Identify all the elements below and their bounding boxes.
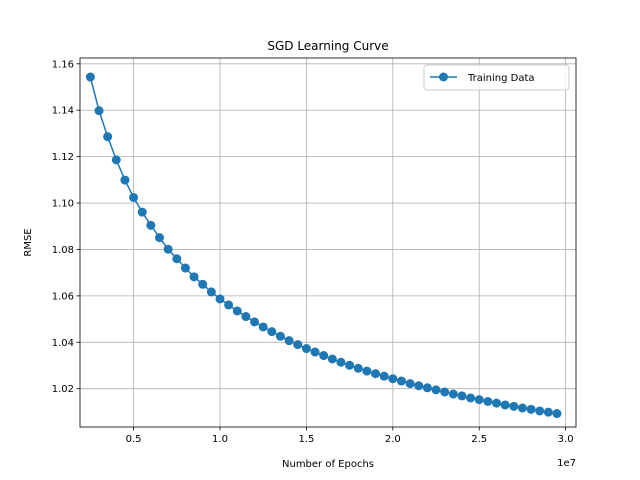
plot-frame	[79, 57, 577, 428]
data-point	[466, 393, 476, 403]
data-point	[103, 132, 113, 142]
data-point	[267, 327, 277, 337]
data-point	[509, 401, 519, 411]
series-layer	[85, 72, 562, 419]
data-point	[85, 72, 95, 82]
x-tick-label: 1.5	[298, 434, 314, 445]
data-point	[440, 387, 450, 397]
chart-title: SGD Learning Curve	[267, 39, 388, 53]
data-point	[232, 306, 242, 316]
data-point	[241, 312, 251, 322]
data-point	[526, 404, 536, 414]
y-tick-label: 1.06	[52, 291, 74, 302]
data-point	[258, 322, 268, 332]
y-tick-label: 1.16	[52, 59, 74, 70]
data-point	[146, 220, 156, 230]
data-point	[353, 363, 363, 373]
data-point	[293, 340, 303, 350]
data-point	[535, 406, 545, 416]
data-point	[206, 287, 216, 297]
data-point	[163, 244, 173, 254]
data-point	[345, 360, 355, 370]
data-point	[474, 395, 484, 405]
data-point	[111, 155, 121, 165]
data-point	[301, 344, 311, 354]
y-tick-label: 1.12	[52, 152, 74, 163]
data-point	[250, 317, 260, 327]
data-point	[137, 207, 147, 217]
data-point	[215, 294, 225, 304]
data-point	[362, 366, 372, 376]
x-axis-label: Number of Epochs	[282, 459, 374, 470]
data-point	[492, 398, 501, 408]
data-point	[379, 371, 389, 381]
data-point	[405, 379, 415, 389]
data-point	[224, 300, 234, 310]
data-point	[172, 254, 182, 264]
legend-label-training-data: Training Data	[467, 73, 535, 84]
data-point	[189, 272, 199, 282]
data-point	[120, 175, 130, 185]
legend-marker	[439, 72, 448, 82]
data-point	[388, 374, 398, 384]
data-point	[94, 106, 104, 116]
x-tick-label: 0.5	[126, 434, 142, 445]
data-point	[422, 383, 432, 393]
y-tick-label: 1.02	[52, 384, 74, 395]
data-point	[431, 385, 441, 395]
data-point	[483, 396, 493, 406]
data-point	[155, 233, 164, 243]
data-point	[327, 354, 337, 364]
data-point	[500, 400, 510, 410]
data-point	[517, 403, 527, 413]
data-point	[198, 279, 208, 289]
x-tick-label: 2.5	[471, 434, 487, 445]
x-axis-offset-label: 1e7	[557, 458, 576, 469]
data-point	[543, 407, 553, 417]
data-point	[552, 409, 562, 419]
y-tick-label: 1.10	[52, 199, 74, 210]
data-point	[396, 376, 406, 386]
x-tick-label: 2.0	[385, 434, 401, 445]
data-point	[129, 192, 139, 202]
data-point	[310, 347, 320, 357]
data-point	[336, 357, 346, 367]
data-point	[457, 391, 467, 401]
data-point	[414, 381, 424, 391]
ticks: 0.5 1.0 1.5 2.0 2.5 3.0 1.02 1.04 1.06 1.08 1.10 1.…	[52, 59, 574, 445]
y-tick-label: 1.04	[52, 338, 74, 349]
data-point	[180, 263, 190, 273]
data-point	[275, 331, 285, 341]
data-point	[371, 369, 381, 379]
grid	[80, 58, 576, 427]
y-tick-label: 1.08	[52, 245, 74, 256]
data-point	[284, 336, 294, 346]
data-point	[319, 351, 329, 361]
legend-box	[423, 64, 570, 91]
x-tick-label: 1.0	[212, 434, 228, 445]
x-tick-label: 3.0	[558, 434, 574, 445]
y-axis-label: RMSE	[23, 228, 34, 256]
plot-area	[80, 58, 576, 427]
data-point	[448, 389, 458, 399]
y-tick-label: 1.14	[52, 106, 74, 117]
legend: Training Data	[423, 64, 570, 91]
